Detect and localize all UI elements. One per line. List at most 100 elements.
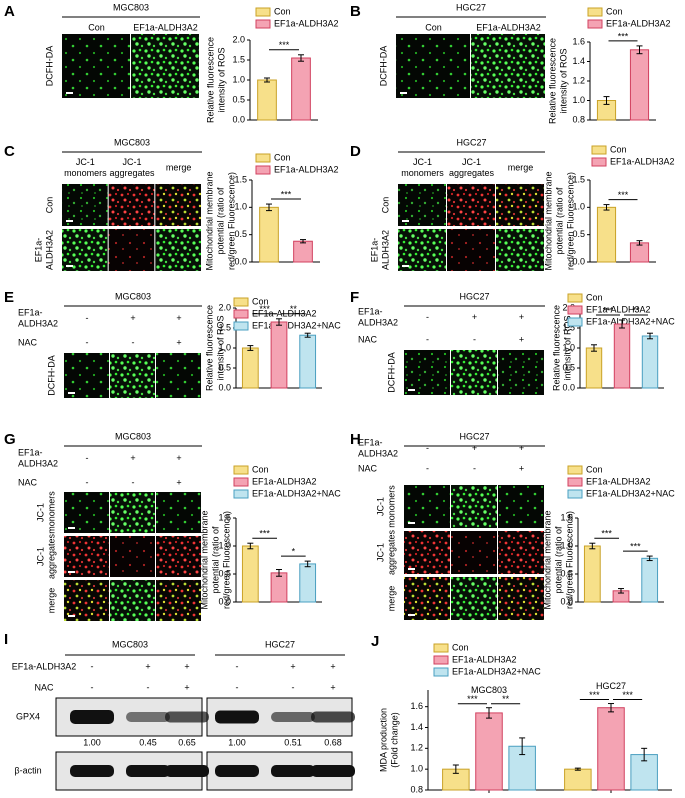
y-tick-label: 0.0 [218, 382, 231, 392]
legend-swatch [255, 7, 271, 17]
bar [641, 335, 659, 389]
cell-line-title: MGC803 [113, 2, 149, 12]
treatment-label: NAC [18, 337, 38, 347]
scale-bar [408, 522, 415, 524]
column-label: JC-1 [122, 157, 141, 167]
blot-band [271, 712, 315, 722]
treatment-sign: - [91, 661, 94, 671]
column-label: JC-1 [76, 157, 95, 167]
treatment-sign: - [147, 682, 150, 692]
legend-swatch [233, 309, 249, 319]
micrograph [498, 577, 544, 620]
legend-label: EF1a-ALDH3A2+NAC [452, 666, 541, 676]
bar [241, 545, 259, 603]
legend-label: EF1a-ALDH3A2 [452, 654, 517, 664]
cell-line-title: HGC27 [456, 137, 486, 147]
treatment-label: ALDH3A2 [18, 458, 58, 468]
micrograph [62, 34, 130, 98]
legend-swatch [433, 667, 449, 677]
blot-band [215, 710, 259, 724]
micrograph [156, 492, 201, 533]
treatment-sign: + [176, 337, 181, 347]
y-tick-label: 2.0 [218, 302, 231, 312]
cell-line-title: HGC27 [459, 291, 489, 301]
scale-bar [402, 265, 409, 267]
micrograph [498, 531, 544, 574]
treatment-label: EF1a-ALDH3A2 [12, 661, 77, 671]
treatment-sign: - [236, 682, 239, 692]
bar [475, 712, 503, 791]
y-axis-label: potential (ratio of [553, 526, 563, 594]
legend-label: Con [274, 6, 291, 16]
column-label: EF1a-ALDH3A2 [476, 22, 541, 32]
micrograph [110, 536, 155, 577]
legend-swatch [433, 655, 449, 665]
treatment-label: EF1a- [358, 437, 383, 447]
y-tick-label: 1.0 [572, 95, 585, 105]
bar [597, 707, 625, 791]
micrograph [447, 184, 495, 226]
micrograph [398, 229, 446, 271]
y-axis-label: Mitochondrial membrane [542, 510, 552, 609]
y-tick-label: 0.8 [572, 114, 585, 124]
y-tick-label: 1.5 [234, 174, 247, 184]
cell-line-title: MGC803 [114, 137, 150, 147]
micrograph [64, 536, 109, 577]
y-tick-label: 1.0 [218, 342, 231, 352]
row-label: DCFH-DA [46, 355, 56, 396]
treatment-sign: - [236, 661, 239, 671]
treatment-label: ALDH3A2 [358, 317, 398, 327]
blot-band [165, 765, 209, 777]
treatment-sign: - [86, 453, 89, 463]
treatment-label: ALDH3A2 [358, 448, 398, 458]
y-axis-label: Relative fluorescence [547, 38, 557, 124]
legend-swatch [587, 19, 603, 29]
row-label: JC-1 [375, 497, 385, 516]
micrograph [404, 485, 450, 528]
y-tick-label: 0.5 [560, 568, 573, 578]
cell-line-title: MGC803 [115, 291, 151, 301]
treatment-sign: - [426, 312, 429, 322]
legend-label: EF1a-ALDH3A2+NAC [252, 320, 341, 330]
column-label: monomers [64, 168, 107, 178]
micrograph [62, 229, 108, 271]
significance-label: *** [589, 690, 600, 700]
significance-label: *** [622, 690, 633, 700]
treatment-label: EF1a- [18, 447, 43, 457]
treatment-label: ALDH3A2 [18, 318, 58, 328]
legend-swatch [255, 19, 271, 29]
micrograph [110, 353, 155, 398]
treatment-label: NAC [34, 682, 54, 692]
bar [629, 242, 650, 263]
scale-bar [68, 392, 75, 394]
legend-swatch [255, 153, 271, 163]
band-quantification: 0.51 [284, 737, 302, 747]
blot-band [311, 711, 355, 723]
legend-swatch [591, 145, 607, 155]
treatment-sign: - [292, 682, 295, 692]
micrograph [131, 34, 199, 98]
significance-label: *** [603, 305, 614, 315]
significance-label: *** [618, 31, 629, 41]
cell-line-title: MGC803 [112, 639, 148, 649]
legend-swatch [567, 305, 583, 315]
row-label: DCFH-DA [378, 46, 388, 87]
y-axis-label: Mitochondrial membrane [204, 171, 214, 270]
treatment-sign: + [519, 312, 524, 322]
bar [299, 563, 317, 603]
bar [259, 206, 279, 263]
significance-label: *** [601, 529, 612, 539]
y-tick-label: 0.5 [232, 94, 245, 104]
row-label: Con [380, 197, 390, 214]
bar [299, 334, 317, 389]
micrograph [498, 485, 544, 528]
micrograph [110, 492, 155, 533]
y-axis-label: Mitochondrial membrane [543, 171, 553, 270]
row-label: EF1a- [33, 238, 43, 263]
legend-label: Con [252, 464, 269, 474]
bar [596, 206, 617, 263]
row-label: merge [386, 586, 396, 612]
bar [564, 768, 592, 791]
legend-swatch [567, 317, 583, 327]
micrograph [451, 350, 497, 395]
